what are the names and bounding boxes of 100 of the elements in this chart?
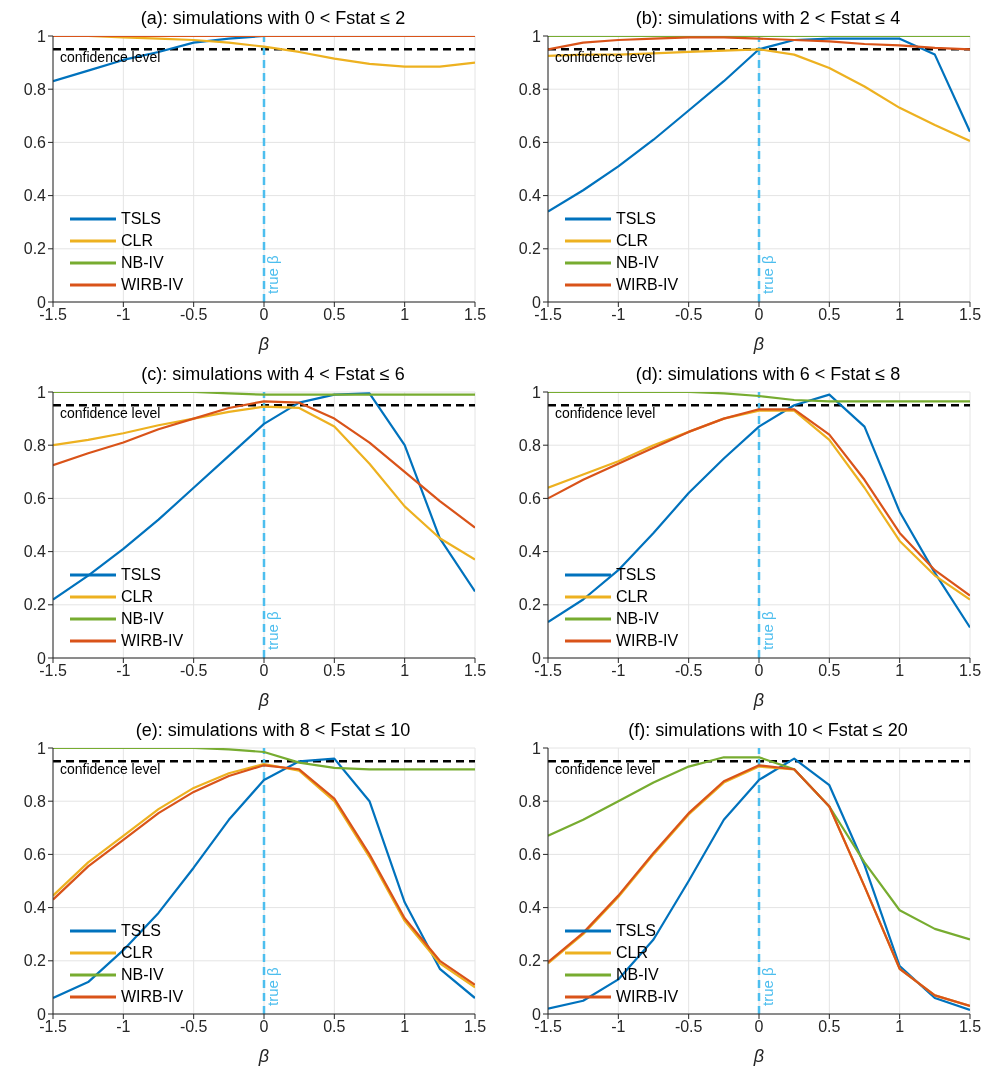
legend-label: WIRB-IV [616, 276, 679, 294]
x-tick-label: 1 [895, 306, 905, 324]
y-tick-label: 0.6 [23, 490, 47, 508]
y-tick-label: 0.4 [23, 899, 47, 917]
legend-label: CLR [121, 232, 154, 250]
x-tick-label: 0.5 [818, 662, 841, 680]
x-tick-label: -0.5 [674, 306, 703, 324]
y-tick-label: 0.2 [23, 952, 47, 970]
y-tick-label: 0.4 [518, 187, 542, 205]
ref-line-label: true β [759, 966, 776, 1006]
legend-label: NB-IV [616, 610, 659, 628]
x-tick-label: 0 [754, 662, 764, 680]
x-tick-label: -0.5 [179, 306, 208, 324]
legend-label: TSLS [616, 922, 657, 940]
x-axis-title: β [257, 334, 270, 354]
ref-line-label: true β [264, 610, 281, 650]
x-tick-label: 0 [259, 306, 269, 324]
line-series [53, 405, 475, 561]
y-tick-label: 0 [37, 649, 47, 667]
x-tick-label: 1.5 [463, 662, 487, 680]
x-tick-label: -1 [116, 662, 131, 680]
chart-title: (f): simulations with 10 < Fstat ≤ 20 [627, 720, 909, 741]
legend-label: TSLS [616, 210, 657, 228]
ref-line-label: confidence level [555, 405, 656, 422]
x-tick-label: 1 [895, 662, 905, 680]
legend-label: WIRB-IV [616, 632, 679, 650]
legend-label: TSLS [121, 566, 162, 584]
x-tick-label: 0.5 [818, 306, 841, 324]
x-tick-label: 0 [259, 662, 269, 680]
x-tick-label: 1 [400, 306, 410, 324]
x-tick-label: -0.5 [674, 662, 703, 680]
y-tick-label: 0.2 [23, 596, 47, 614]
line-series [548, 48, 970, 143]
x-tick-label: -1 [116, 306, 131, 324]
x-tick-label: 1 [400, 1018, 410, 1036]
line-series [53, 400, 475, 529]
legend-label: WIRB-IV [616, 988, 679, 1006]
y-tick-label: 0.4 [23, 187, 47, 205]
chart-title: (b): simulations with 2 < Fstat ≤ 4 [634, 8, 902, 29]
legend-label: TSLS [616, 566, 657, 584]
x-tick-label: 1.5 [958, 1018, 982, 1036]
y-tick-label: 0 [532, 649, 542, 667]
legend-label: NB-IV [121, 254, 164, 272]
x-tick-label: -1 [611, 662, 626, 680]
y-tick-label: 1 [37, 739, 47, 757]
x-tick-label: 1.5 [463, 1018, 487, 1036]
x-tick-label: 0.5 [323, 1018, 346, 1036]
x-tick-label: 1.5 [958, 306, 982, 324]
x-axis-title: β [752, 690, 765, 710]
ref-line-label: confidence level [60, 405, 161, 422]
x-tick-label: 1 [400, 662, 410, 680]
chart-title: (c): simulations with 4 < Fstat ≤ 6 [140, 364, 406, 385]
x-axis-title: β [752, 1046, 765, 1066]
y-tick-label: 0.6 [518, 134, 542, 152]
x-tick-label: -0.5 [179, 662, 208, 680]
y-tick-label: 0.8 [518, 80, 542, 98]
legend-label: NB-IV [121, 966, 164, 984]
y-tick-label: 0.6 [23, 846, 47, 864]
x-tick-label: -0.5 [179, 1018, 208, 1036]
y-tick-label: 0.8 [518, 792, 542, 810]
y-tick-label: 0.4 [518, 543, 542, 561]
y-tick-label: 1 [532, 27, 542, 45]
y-tick-label: 0.8 [23, 792, 47, 810]
legend-label: CLR [121, 588, 154, 606]
x-tick-label: -1 [611, 306, 626, 324]
x-tick-label: 0.5 [818, 1018, 841, 1036]
ref-line-label: true β [264, 966, 281, 1006]
x-tick-label: 0.5 [323, 306, 346, 324]
x-tick-label: 0.5 [323, 662, 346, 680]
y-tick-label: 0 [37, 293, 47, 311]
x-tick-label: -1 [116, 1018, 131, 1036]
chart-title: (e): simulations with 8 < Fstat ≤ 10 [134, 720, 412, 741]
chart-title: (d): simulations with 6 < Fstat ≤ 8 [634, 364, 902, 385]
legend-label: WIRB-IV [121, 988, 184, 1006]
y-tick-label: 0.2 [518, 240, 542, 258]
y-tick-label: 0.2 [518, 952, 542, 970]
x-tick-label: -1 [611, 1018, 626, 1036]
legend-label: CLR [616, 232, 649, 250]
y-tick-label: 0.8 [518, 436, 542, 454]
y-tick-label: 0 [532, 1005, 542, 1023]
legend-label: CLR [616, 588, 649, 606]
chart-title: (a): simulations with 0 < Fstat ≤ 2 [139, 8, 407, 29]
y-tick-label: 0.6 [518, 490, 542, 508]
y-tick-label: 1 [532, 739, 542, 757]
y-tick-label: 0.8 [23, 80, 47, 98]
legend-label: WIRB-IV [121, 632, 184, 650]
legend-label: TSLS [121, 210, 162, 228]
y-tick-label: 0.2 [518, 596, 542, 614]
y-tick-label: 1 [532, 383, 542, 401]
y-tick-label: 0.2 [23, 240, 47, 258]
x-tick-label: 0 [259, 1018, 269, 1036]
y-tick-label: 0.4 [23, 543, 47, 561]
x-tick-label: 1.5 [463, 306, 487, 324]
x-tick-label: 0 [754, 1018, 764, 1036]
legend-label: NB-IV [616, 254, 659, 272]
x-tick-label: -0.5 [674, 1018, 703, 1036]
y-tick-label: 0.6 [23, 134, 47, 152]
line-series [548, 756, 970, 941]
ref-line-label: true β [264, 254, 281, 294]
ref-line-label: confidence level [555, 761, 656, 778]
